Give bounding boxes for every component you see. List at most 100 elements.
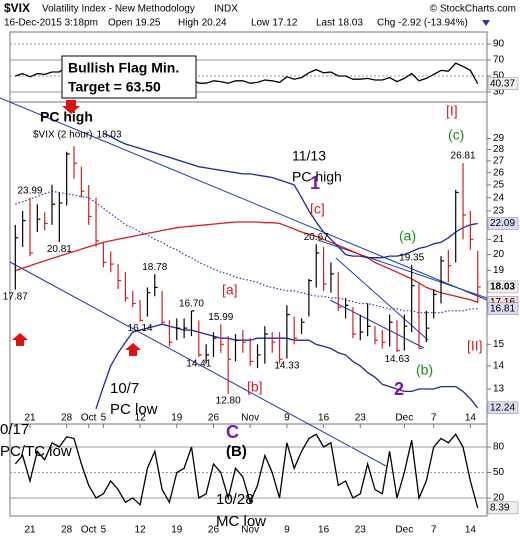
x-tick-label: 26: [208, 413, 220, 424]
quote-label: High: [178, 18, 199, 29]
note-box: [61, 55, 197, 99]
y-tick-label: 15: [493, 339, 505, 350]
x-tick-label: 16: [318, 413, 330, 424]
y-tick-label: 27: [493, 156, 505, 167]
y-tick-label: 29: [493, 133, 505, 144]
y-tick-label: 20: [493, 249, 505, 260]
x-tick-label: 26: [208, 525, 220, 536]
annotation: (a): [399, 228, 416, 244]
y-tick-label: 25: [493, 180, 505, 191]
x-tick-label: 12: [135, 525, 147, 536]
quote-value: 17.12: [272, 18, 297, 29]
high-label: 16.70: [179, 298, 204, 309]
x-tick-label: 21: [24, 413, 36, 424]
x-tick-label: Dec: [395, 413, 413, 424]
x-tick-label: 7: [431, 525, 437, 536]
trend-line: [317, 239, 488, 299]
annotation: Target = 63.50: [68, 79, 161, 95]
x-tick-label: 9: [284, 413, 290, 424]
high-label: 15.99: [208, 312, 233, 323]
quote-value: 20.24: [202, 18, 227, 29]
y-tick-label: 30: [493, 87, 505, 98]
x-tick-label: 19: [171, 413, 183, 424]
annotation: PC/TC low: [0, 443, 72, 460]
annotation: [c]: [310, 201, 325, 217]
annotation: [b]: [247, 379, 263, 395]
low-label: 20.81: [47, 244, 72, 255]
y-tick-label: 20: [493, 493, 505, 504]
x-tick-label: 14: [465, 413, 477, 424]
y-tick-label: 90: [493, 39, 505, 50]
menu-arrow: [482, 20, 490, 26]
annotation: C: [226, 422, 239, 442]
low-label: 16.14: [128, 323, 153, 334]
x-tick-label: 23: [355, 525, 367, 536]
annotation: 2: [394, 379, 404, 399]
value-tag-box: [487, 217, 519, 230]
x-tick-label: Nov: [241, 525, 259, 536]
value-tag: 8.39: [490, 503, 510, 514]
x-tick-label: 23: [355, 413, 367, 424]
low-label: 17.87: [3, 291, 28, 302]
y-tick-label: 23: [493, 206, 505, 217]
value-tag-box: [487, 77, 519, 90]
date: 16-Dec-2015 3:18pm: [4, 18, 98, 29]
arrow-up: [12, 333, 28, 346]
trend-line: [9, 261, 387, 467]
annotation: 10/28: [216, 491, 254, 508]
high-label: 26.81: [451, 151, 476, 162]
stoch-frame: [9, 423, 488, 517]
legend-label: $VIX (2 hour): [33, 130, 92, 141]
quote-label: Chg: [377, 18, 395, 29]
annotation: 11/13: [292, 148, 326, 164]
annotation: PC high: [40, 109, 93, 125]
arrow-down: [62, 100, 80, 114]
annotation: PC low: [110, 401, 158, 418]
x-tick-label: Oct: [81, 413, 97, 424]
annotation: Bullish Flag Min.: [68, 60, 179, 76]
credit: © StockCharts.com: [430, 4, 516, 15]
quote-label: Last: [316, 18, 335, 29]
y-tick-label: 50: [493, 71, 505, 82]
y-tick-label: 80: [493, 442, 505, 453]
low-label: 14.63: [384, 354, 409, 365]
value-tag-box: [487, 501, 519, 515]
high-label: 19.35: [399, 253, 424, 264]
value-tag-box: [487, 302, 519, 316]
value-tag: 16.81: [490, 303, 515, 314]
x-tick-label: 5: [101, 413, 107, 424]
y-tick-label: 24: [493, 192, 505, 203]
annotation: 1: [310, 173, 320, 193]
x-tick-label: 28: [61, 525, 73, 536]
overlay-line: [15, 221, 478, 304]
annotation: (b): [416, 362, 433, 378]
arrow-up: [125, 343, 141, 356]
x-tick-label: 9: [284, 525, 290, 536]
exchange: INDX: [214, 4, 238, 15]
x-tick-label: Dec: [395, 525, 413, 536]
symbol: $VIX: [4, 1, 30, 15]
x-tick-label: 14: [465, 525, 477, 536]
annotation: 10/7: [110, 380, 139, 397]
y-tick-label: 50: [493, 467, 505, 478]
quote-value: 18.03: [338, 18, 363, 29]
value-tag: 40.37: [490, 78, 515, 89]
trend-line: [0, 97, 488, 301]
value-tag: 17.16: [490, 297, 515, 308]
x-tick-label: 5: [101, 525, 107, 536]
legend-value: 18.03: [96, 130, 121, 141]
x-tick-label: 28: [61, 413, 73, 424]
high-label: 20.67: [304, 232, 329, 243]
y-tick-label: 70: [493, 55, 505, 66]
high-label: 18.78: [142, 262, 167, 273]
value-tag: 12.24: [490, 402, 515, 413]
overlay-line: [15, 190, 478, 314]
plot: 1314151920212324252627282930507090205080…: [3, 39, 519, 536]
y-tick-label: 13: [493, 384, 505, 395]
annotation: [II]: [467, 338, 483, 354]
overlay-line: [103, 132, 478, 259]
trend-line: [335, 257, 429, 341]
low-label: 12.80: [216, 395, 241, 406]
y-tick-label: 21: [493, 234, 505, 245]
